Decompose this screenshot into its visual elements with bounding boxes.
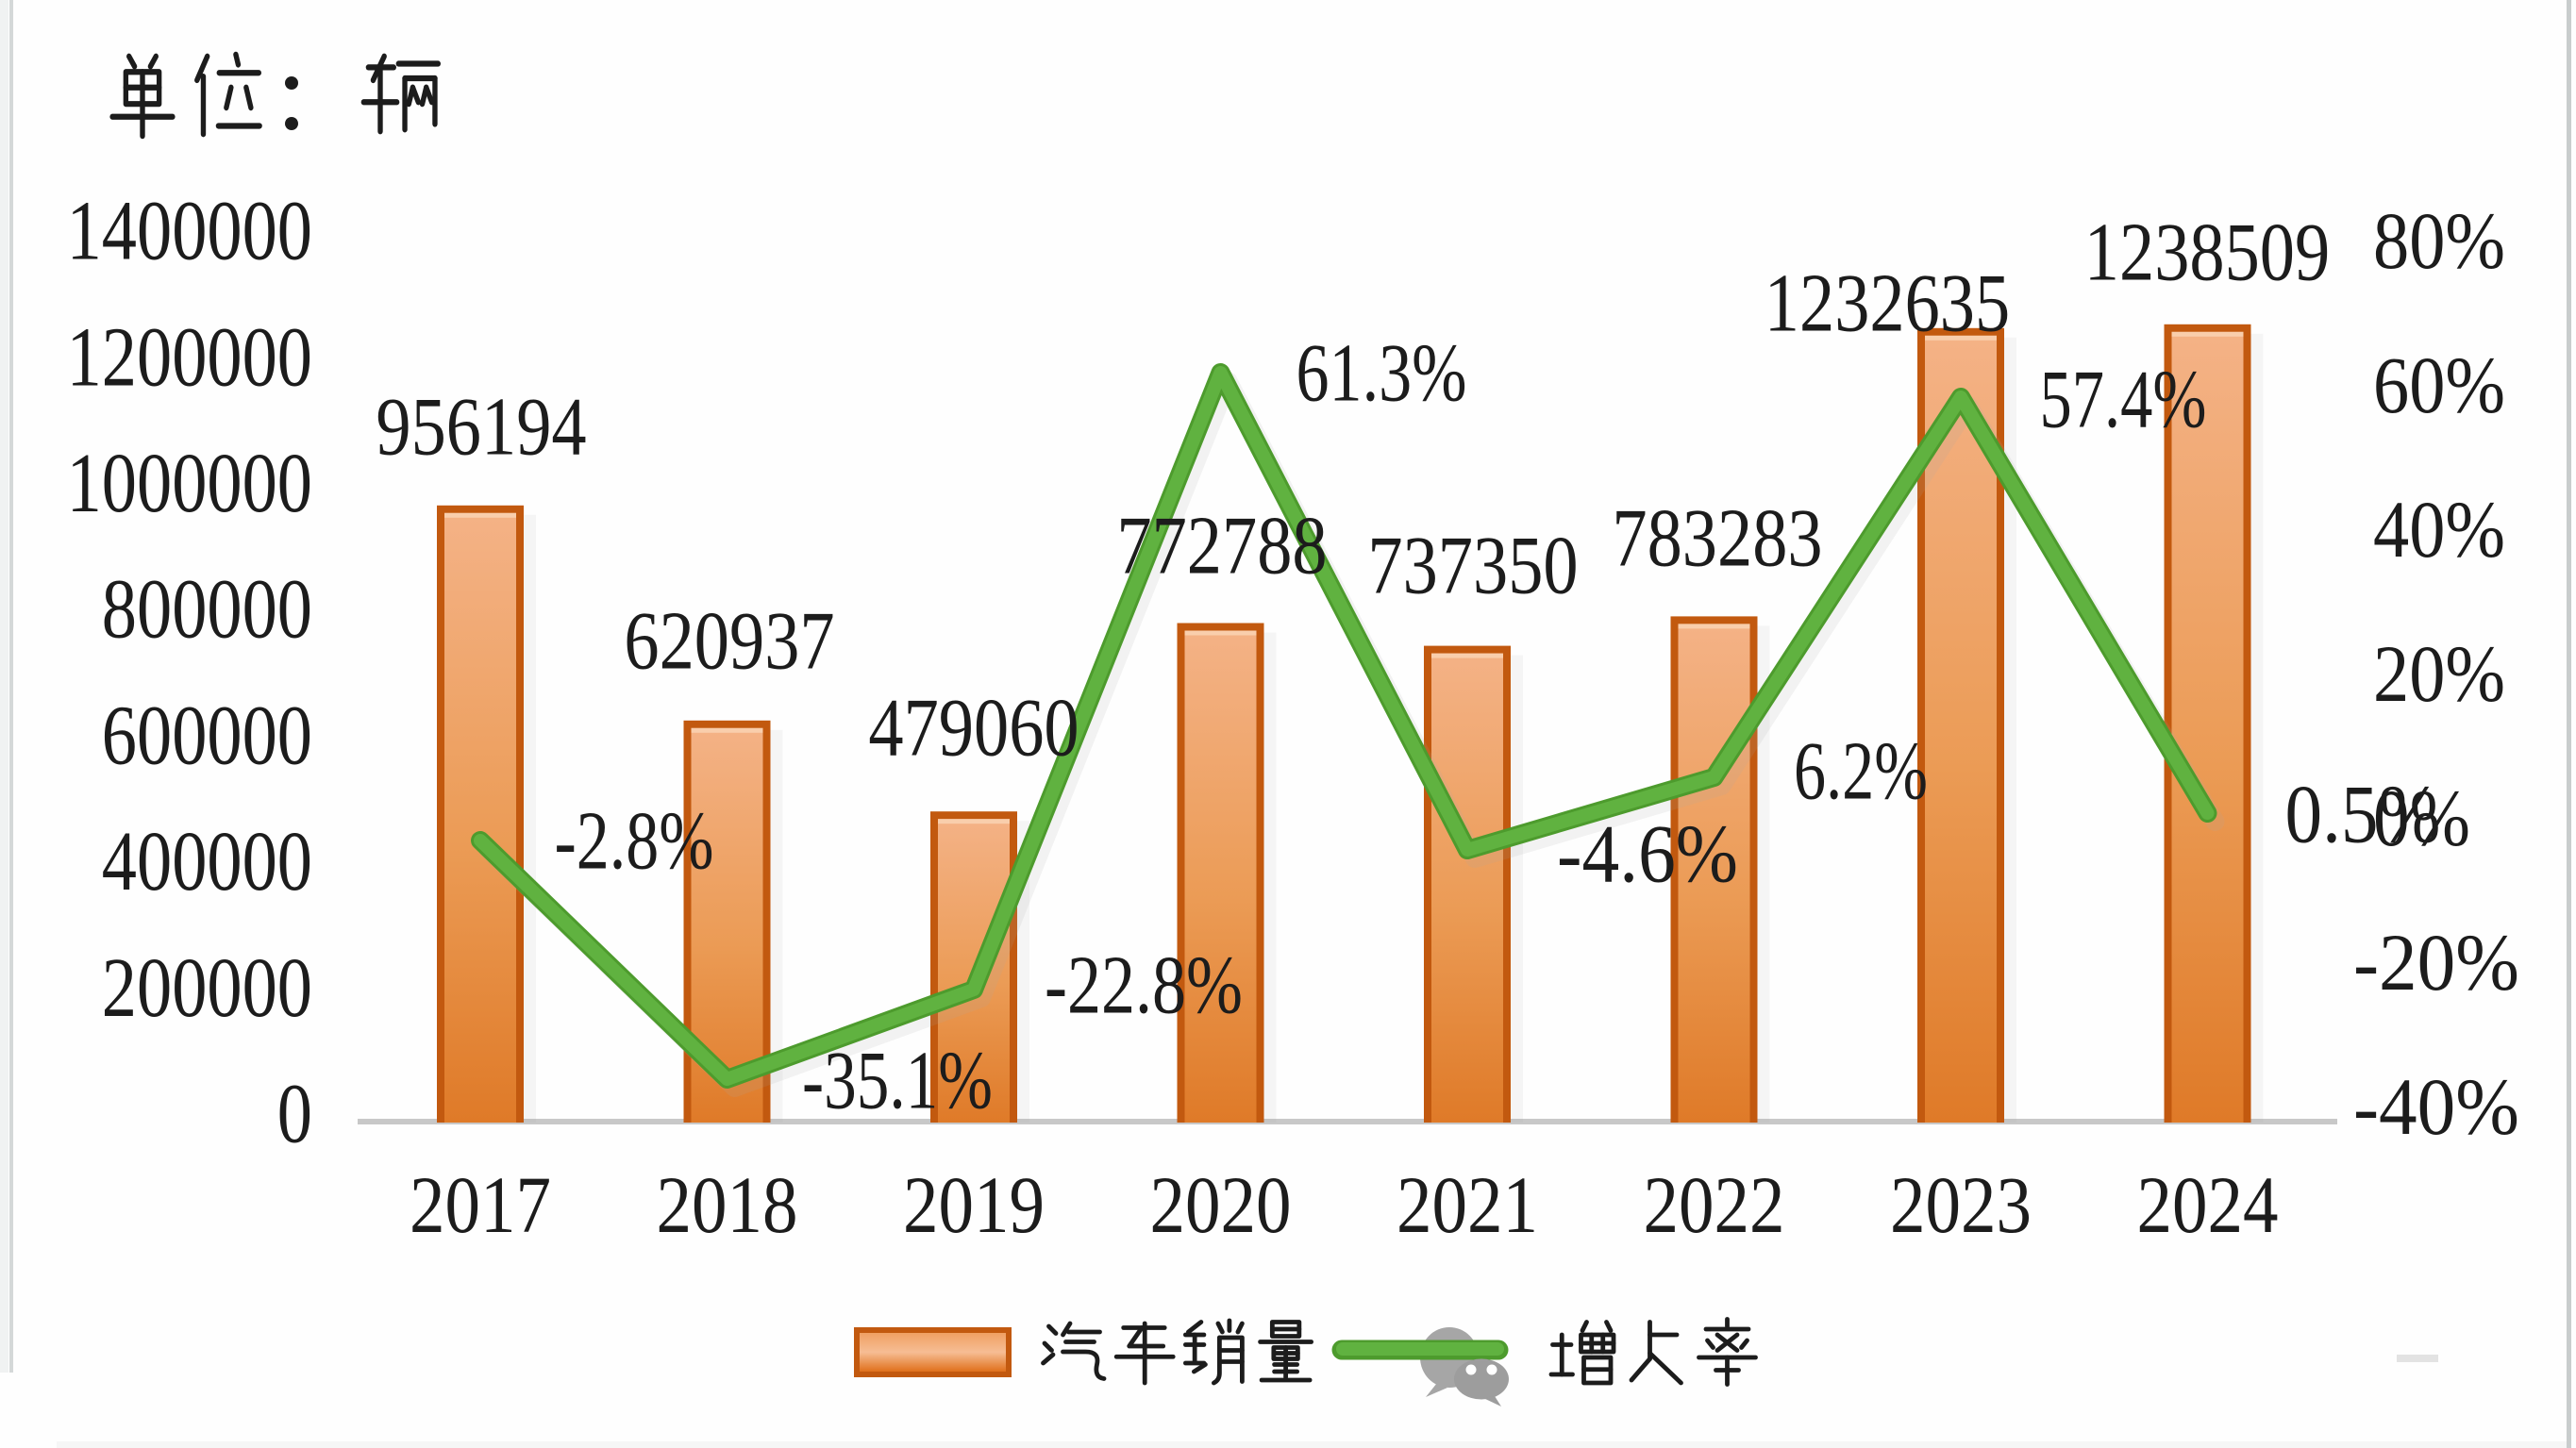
svg-text:60%: 60% [2373,340,2505,430]
svg-text:2023: 2023 [1890,1159,2032,1250]
svg-text:2019: 2019 [903,1159,1045,1250]
svg-text:737350: 737350 [1367,521,1578,612]
svg-text:-22.8%: -22.8% [1045,940,1243,1032]
svg-text:40%: 40% [2373,484,2505,574]
svg-text:1200000: 1200000 [67,310,312,404]
svg-text:80%: 80% [2373,195,2505,286]
svg-text:2020: 2020 [1150,1159,1292,1250]
svg-text:2017: 2017 [410,1159,551,1250]
svg-text:1238509: 1238509 [2084,208,2330,299]
svg-text:620937: 620937 [624,596,834,688]
svg-text:-2.8%: -2.8% [555,796,714,888]
svg-text:-40%: -40% [2353,1061,2519,1152]
svg-text:772788: 772788 [1116,501,1327,592]
svg-text:0: 0 [277,1068,312,1161]
svg-text:2022: 2022 [1644,1159,1785,1250]
svg-text:2018: 2018 [657,1159,798,1250]
svg-text:20%: 20% [2373,628,2505,719]
svg-text:479060: 479060 [868,683,1079,774]
svg-text:57.4%: 57.4% [2040,355,2207,446]
svg-text:2021: 2021 [1397,1159,1538,1250]
svg-text:200000: 200000 [102,941,312,1035]
svg-text:1232635: 1232635 [1765,258,2010,350]
svg-text:-20%: -20% [2353,917,2519,1007]
svg-text:600000: 600000 [102,689,312,782]
svg-text:800000: 800000 [102,563,312,657]
svg-text:1000000: 1000000 [67,437,312,530]
svg-text:61.3%: 61.3% [1296,328,1467,420]
svg-text:-4.6%: -4.6% [1557,809,1738,901]
svg-text:2024: 2024 [2137,1159,2279,1250]
svg-text:-35.1%: -35.1% [802,1036,993,1127]
svg-text:1400000: 1400000 [67,185,312,278]
svg-text:783283: 783283 [1612,493,1822,585]
svg-text:0%: 0% [2373,773,2470,863]
svg-text:400000: 400000 [102,815,312,908]
svg-text:956194: 956194 [376,382,586,474]
svg-text:6.2%: 6.2% [1794,726,1928,818]
svg-text:0.5%: 0.5% [2285,770,2441,861]
